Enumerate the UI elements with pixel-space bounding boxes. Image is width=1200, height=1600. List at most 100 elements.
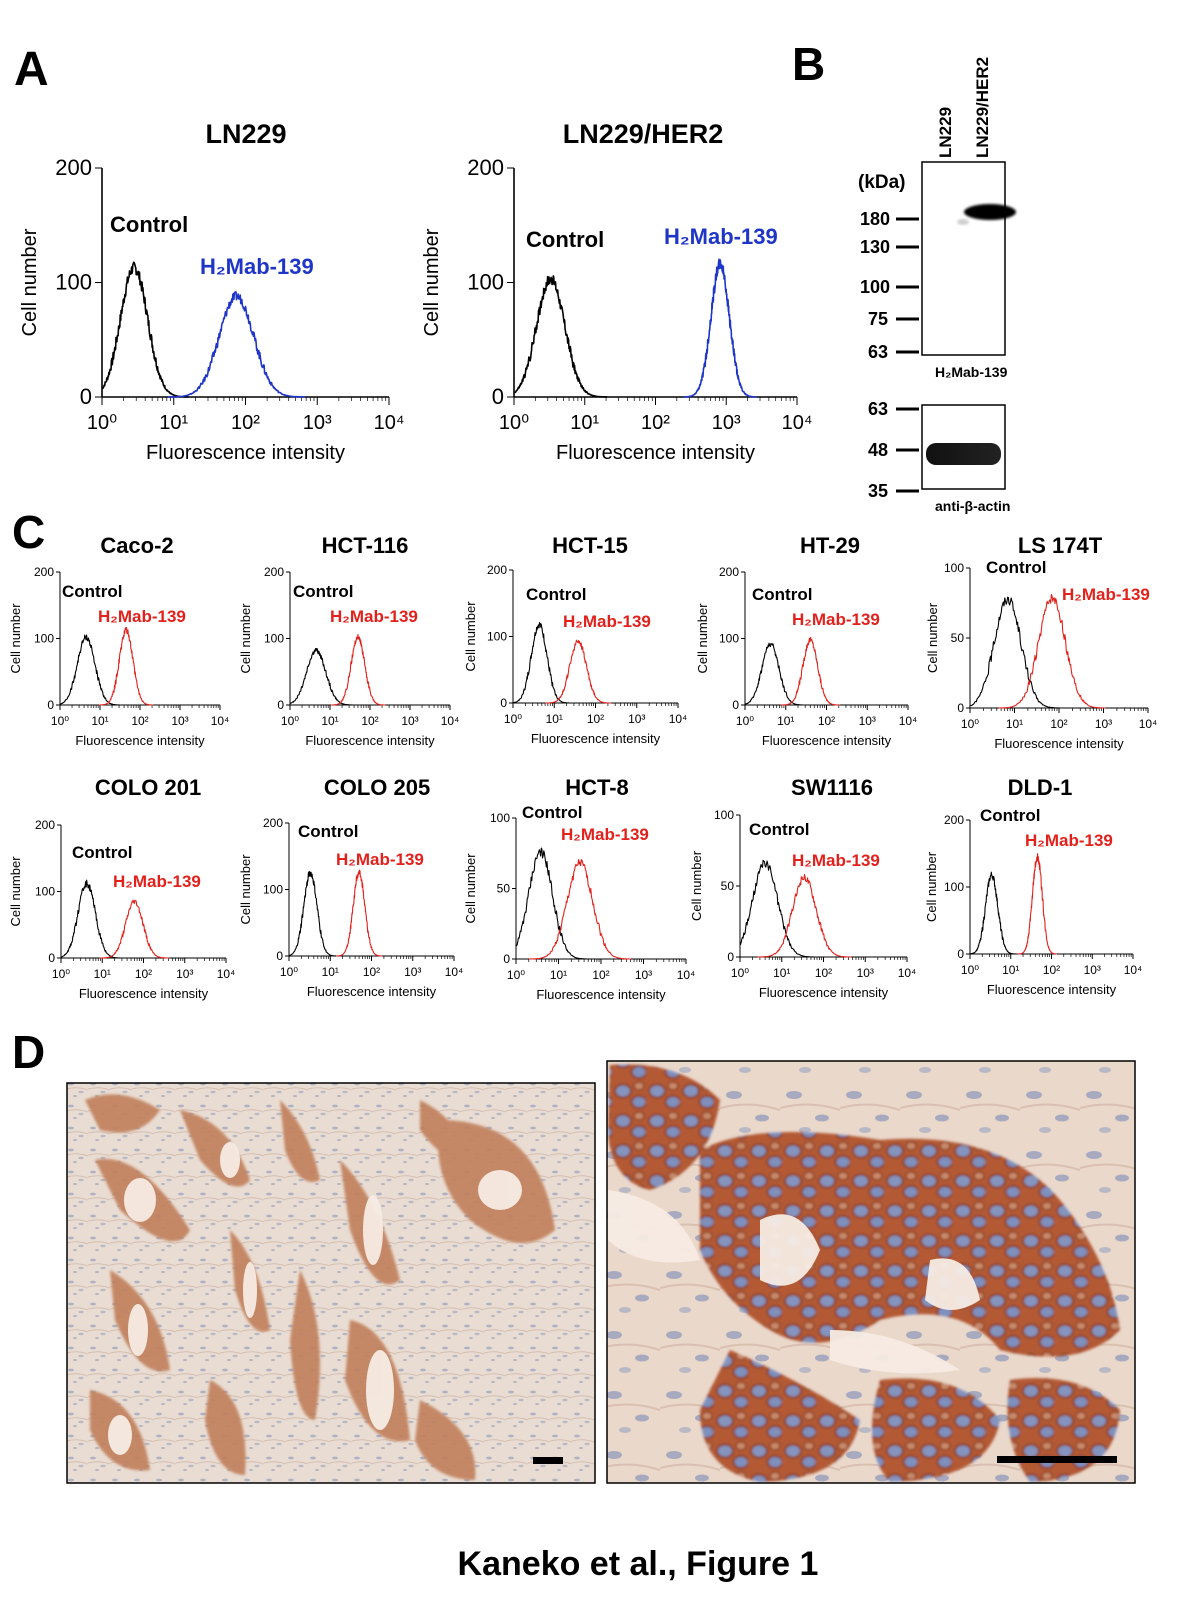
actin-band — [926, 443, 1001, 465]
x-tick-label: 10² — [135, 967, 152, 981]
series-h2mab-139-curve — [529, 859, 631, 960]
series-label-control: Control — [526, 585, 586, 604]
y-tick-label: 0 — [503, 952, 510, 966]
series-label-control: Control — [298, 822, 358, 841]
y-tick-label: 50 — [721, 879, 735, 893]
y-tick-label: 0 — [500, 696, 507, 710]
x-tick-label: 10⁴ — [899, 714, 918, 728]
y-axis-label: Cell number — [8, 856, 23, 927]
marker-lower-48: 48 — [868, 440, 888, 460]
x-tick-label: 10⁴ — [1124, 963, 1143, 977]
series-control-curve — [970, 596, 1061, 709]
series-label-control: Control — [526, 227, 604, 252]
x-tick-label: 10¹ — [94, 967, 111, 981]
x-axis-label: Fluorescence intensity — [79, 986, 209, 1001]
series-control-curve — [289, 648, 355, 706]
series-control-curve — [60, 634, 122, 706]
y-tick-label: 100 — [35, 885, 55, 899]
x-tick-label: 10³ — [401, 714, 418, 728]
panel-label-d: D — [12, 1026, 45, 1078]
x-tick-label: 10² — [1050, 717, 1067, 731]
y-axis-label: Cell number — [421, 228, 443, 336]
series-h2mab-139-curve — [545, 639, 612, 704]
x-tick-label: 10³ — [857, 966, 874, 980]
y-axis-label: Cell number — [695, 603, 710, 674]
histology-image-low-magnification — [66, 1082, 596, 1484]
y-tick-label: 100 — [467, 270, 504, 295]
her2-band — [964, 204, 1016, 220]
x-axis-label: Fluorescence intensity — [759, 985, 889, 1000]
x-tick-label: 10⁴ — [217, 967, 236, 981]
y-tick-label: 200 — [719, 565, 739, 579]
series-label-h2mab-139: H₂Mab-139 — [336, 850, 424, 869]
series-label-h2mab-139: H₂Mab-139 — [330, 607, 418, 626]
x-tick-label: 10² — [815, 966, 832, 980]
y-axis-label: Cell number — [463, 853, 478, 924]
y-tick-label: 100 — [55, 270, 92, 295]
y-tick-label: 0 — [47, 698, 54, 712]
x-tick-label: 10² — [592, 968, 609, 982]
series-label-control: Control — [522, 803, 582, 822]
y-tick-label: 0 — [732, 698, 739, 712]
y-axis-label: Cell number — [238, 603, 253, 674]
series-control-curve — [745, 642, 805, 706]
x-tick-label: 10¹ — [91, 714, 108, 728]
series-label-h2mab-139: H₂Mab-139 — [1025, 831, 1113, 850]
histogram-a-ln229: LN229 0 100 200 10⁰ 10¹ 10² 10³ 10⁴ Fluorescence … — [19, 119, 404, 464]
y-tick-label: 200 — [263, 816, 283, 830]
histogram-c-hct-8: HCT-8 0 50 100 10⁰ 10¹ 10² 10³ 10⁴ Fluorescence i… — [463, 775, 695, 1002]
series-control-curve — [969, 871, 1017, 955]
x-tick-label: 10⁰ — [961, 963, 979, 977]
series-control-curve — [61, 879, 122, 959]
x-tick-label: 10² — [363, 965, 380, 979]
y-axis-label: Cell number — [19, 228, 41, 336]
x-tick-label: 10¹ — [322, 965, 339, 979]
x-tick-label: 10² — [641, 412, 670, 434]
histogram-c-ht-29: HT-29 0 100 200 10⁰ 10¹ 10² 10³ 10⁴ Fluorescence … — [695, 533, 917, 748]
y-tick-label: 200 — [34, 565, 54, 579]
series-h2mab-139-curve — [98, 626, 154, 706]
series-label-h2mab-139: H₂Mab-139 — [98, 607, 186, 626]
y-axis-label: Cell number — [8, 603, 23, 674]
x-tick-label: 10⁰ — [281, 714, 299, 728]
series-h2mab-139-curve — [998, 593, 1106, 709]
histogram-c-colo205: COLO 205 0 100 200 10⁰ 10¹ 10² 10³ 10⁴ Fluorescen… — [238, 775, 463, 999]
x-tick-label: 10² — [231, 412, 260, 434]
x-tick-label: 10³ — [176, 967, 193, 981]
y-tick-label: 200 — [35, 818, 55, 832]
y-tick-label: 100 — [264, 632, 284, 646]
histogram-c-hct-116: HCT-116 0 100 200 10⁰ 10¹ 10² 10³ 10⁴ Fluorescenc… — [238, 533, 459, 748]
lane-label-ln229: LN229 — [936, 107, 955, 158]
y-tick-label: 100 — [487, 630, 507, 644]
x-axis-label: Fluorescence intensity — [307, 984, 437, 999]
y-tick-label: 100 — [34, 632, 54, 646]
histogram-c-dld-1: DLD-1 0 100 200 10⁰ 10¹ 10² 10³ 10⁴ Fluorescence … — [924, 775, 1142, 997]
marker-lower-35: 35 — [868, 481, 888, 501]
y-tick-label: 100 — [714, 808, 734, 822]
histogram-c-colo201: COLO 201 0 100 200 10⁰ 10¹ 10² 10³ 10⁴ Fluorescen… — [8, 775, 235, 1001]
series-label-control: Control — [749, 820, 809, 839]
x-axis-label: Fluorescence intensity — [146, 442, 345, 464]
histogram-c-ls174t: LS 174T 0 50 100 10⁰ 10¹ 10² 10³ 10⁴ Fluorescence… — [925, 533, 1157, 751]
x-tick-label: 10² — [131, 714, 148, 728]
x-tick-label: 10³ — [628, 712, 645, 726]
y-tick-label: 0 — [80, 384, 92, 409]
marker-75: 75 — [868, 309, 888, 329]
y-tick-label: 100 — [944, 880, 964, 894]
marker-63: 63 — [868, 342, 888, 362]
panel-label-a: A — [14, 43, 49, 96]
x-tick-label: 10¹ — [570, 412, 599, 434]
x-tick-label: 10³ — [635, 968, 652, 982]
y-tick-label: 0 — [492, 384, 504, 409]
x-tick-label: 10⁴ — [445, 965, 464, 979]
x-tick-label: 10¹ — [159, 412, 188, 434]
chart-title: COLO 205 — [324, 775, 430, 800]
x-tick-label: 10³ — [859, 714, 876, 728]
y-tick-label: 50 — [497, 882, 511, 896]
chart-title: HT-29 — [800, 533, 860, 558]
series-h2mab-139-curve — [330, 634, 386, 706]
series-label-h2mab-139: H₂Mab-139 — [792, 851, 880, 870]
chart-title: SW1116 — [791, 775, 873, 800]
x-tick-label: 10³ — [303, 412, 332, 434]
